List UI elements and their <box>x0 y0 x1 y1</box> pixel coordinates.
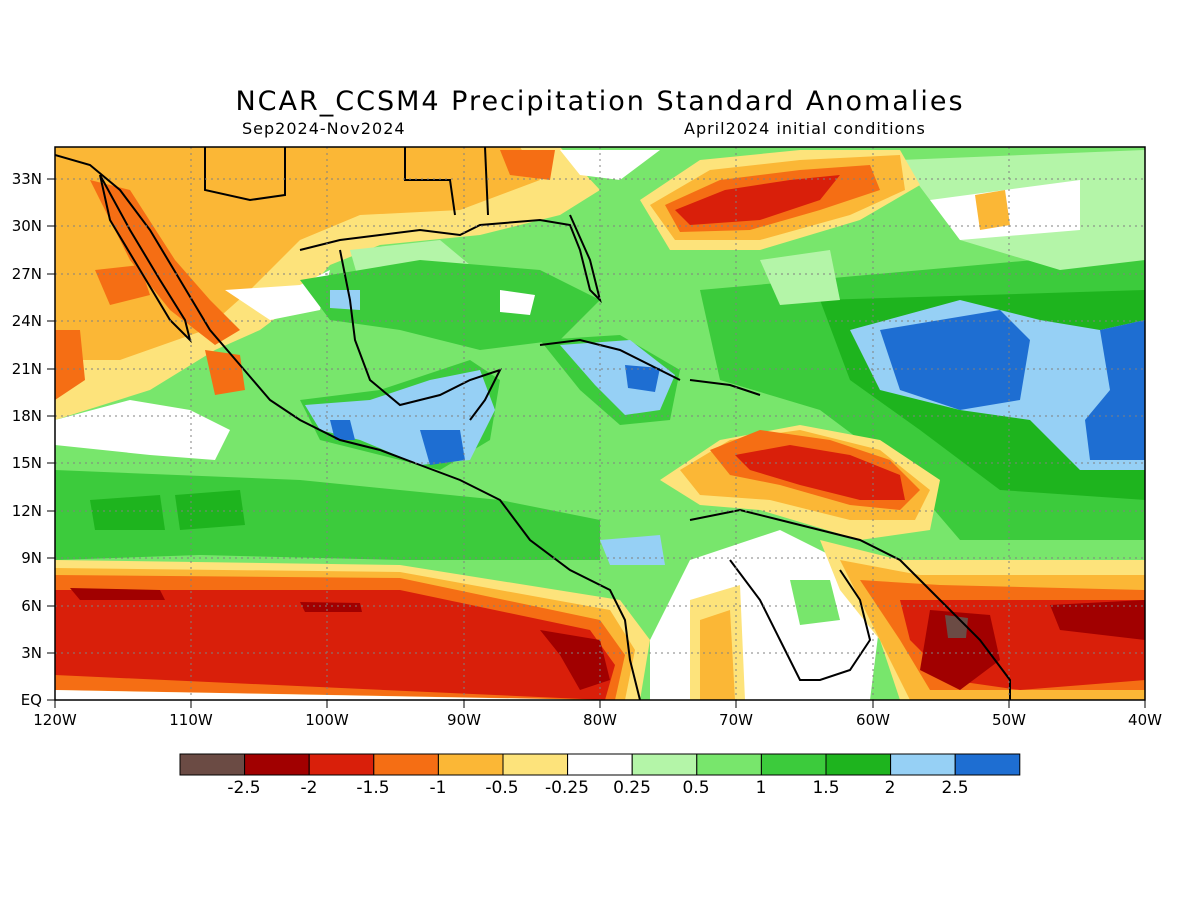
colorbar-label: -0.25 <box>545 778 589 798</box>
colorbar-label: -0.5 <box>485 778 518 798</box>
lat-label: 27N <box>12 265 42 283</box>
colorbar-swatch <box>502 753 569 776</box>
coastlines <box>55 147 1011 700</box>
colorbar-swatch <box>631 753 698 776</box>
colorbar-swatch <box>825 753 892 776</box>
colorbar-swatch <box>890 753 956 776</box>
lon-label: 40W <box>1128 711 1162 729</box>
lat-label: 6N <box>21 597 42 615</box>
lat-label: EQ <box>21 691 42 709</box>
lon-label: 70W <box>719 711 753 729</box>
colorbar-label: 1 <box>756 778 767 798</box>
lat-label: 21N <box>12 360 42 378</box>
colorbar-label: 2.5 <box>941 778 968 798</box>
initial-conditions: April2024 initial conditions <box>684 119 926 138</box>
longitude-labels: 120W 110W 100W 90W 80W 70W 60W 50W 40W <box>33 711 1162 729</box>
lon-label: 80W <box>583 711 617 729</box>
lon-label: 90W <box>447 711 481 729</box>
colorbar-label: 1.5 <box>812 778 839 798</box>
colorbar-swatch <box>179 753 246 776</box>
colorbar-label: 2 <box>885 778 896 798</box>
gridlines <box>55 147 1145 700</box>
lat-label: 18N <box>12 407 42 425</box>
lat-label: 30N <box>12 217 42 235</box>
colorbar-label: 0.5 <box>682 778 709 798</box>
colorbar-label: -1 <box>430 778 447 798</box>
colorbar-swatch <box>954 753 1021 776</box>
colorbar-swatch <box>244 753 310 776</box>
colorbar-swatch <box>437 753 504 776</box>
colorbar-label: -2 <box>301 778 318 798</box>
lon-label: 60W <box>856 711 890 729</box>
lat-label: 24N <box>12 312 42 330</box>
latitude-labels: 33N 30N 27N 24N 21N 18N 15N 12N 9N 6N 3N… <box>12 170 42 709</box>
colorbar-swatch <box>308 753 375 776</box>
lon-label: 100W <box>305 711 349 729</box>
lon-label: 50W <box>992 711 1026 729</box>
colorbar-swatches <box>179 753 1021 776</box>
lon-label: 110W <box>169 711 213 729</box>
axis-ticks <box>47 178 1146 708</box>
colorbar-swatch <box>373 753 439 776</box>
colorbar-label: 0.25 <box>613 778 651 798</box>
map-title: NCAR_CCSM4 Precipitation Standard Anomal… <box>235 86 965 117</box>
colorbar-swatch <box>760 753 827 776</box>
forecast-period: Sep2024-Nov2024 <box>242 119 406 138</box>
lat-label: 3N <box>21 644 42 662</box>
colorbar-label: -1.5 <box>356 778 389 798</box>
colorbar: -2.5 -2 -1.5 -1 -0.5 -0.25 0.25 0.5 1 1.… <box>179 753 1021 798</box>
lat-label: 15N <box>12 454 42 472</box>
lon-label: 120W <box>33 711 77 729</box>
lat-label: 12N <box>12 502 42 520</box>
colorbar-swatch <box>696 753 762 776</box>
colorbar-labels: -2.5 -2 -1.5 -1 -0.5 -0.25 0.25 0.5 1 1.… <box>227 778 968 798</box>
lat-label: 33N <box>12 170 42 188</box>
colorbar-label: -2.5 <box>227 778 260 798</box>
lat-label: 9N <box>21 549 42 567</box>
colorbar-swatch <box>567 753 633 776</box>
